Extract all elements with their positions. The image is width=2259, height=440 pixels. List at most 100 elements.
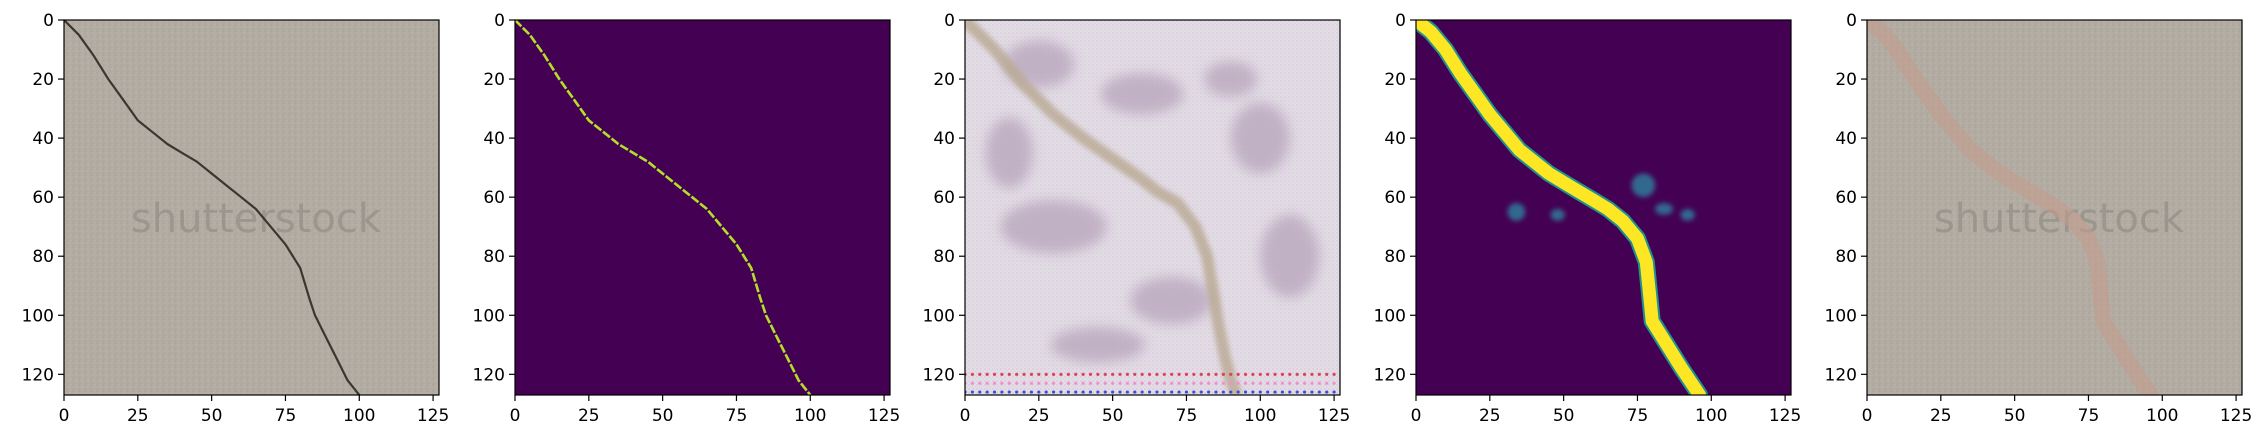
artifact-dot (1000, 372, 1004, 376)
artifact-dot (985, 390, 989, 394)
artifact-dot (1147, 390, 1152, 394)
artifact-dot (1118, 372, 1122, 376)
artifact-dot (1192, 381, 1196, 385)
artifact-dot (1251, 390, 1255, 394)
artifact-dot (1162, 381, 1166, 385)
x-tick-label: 25 (578, 406, 600, 426)
artifact-dot (1288, 381, 1292, 385)
faint-spots (1507, 173, 1695, 221)
artifact-dot (1111, 372, 1115, 376)
generated-crack (965, 20, 1243, 395)
x-tick-label: 50 (1553, 406, 1575, 426)
artifact-dot (1295, 390, 1299, 394)
artifact-dot (1229, 381, 1233, 385)
artifact-dot (985, 372, 989, 376)
y-tick-label: 120 (22, 365, 54, 385)
y-tick-label: 100 (1374, 306, 1406, 326)
artifact-dot (970, 372, 974, 376)
image-area-predicted-mask (1416, 20, 1791, 395)
artifact-dot (1288, 372, 1292, 376)
y-tick-label: 60 (483, 188, 505, 208)
artifact-dot (1059, 381, 1063, 385)
y-tick-label: 80 (32, 247, 54, 267)
artifact-dot (1295, 381, 1299, 385)
artifact-dot (1000, 390, 1004, 394)
crack-overlay (1867, 20, 2159, 395)
artifact-dot (1140, 390, 1144, 394)
artifact-dot (978, 390, 982, 394)
artifact-dot (1022, 372, 1026, 376)
y-tick-label: 120 (1374, 365, 1406, 385)
x-tick-label: 0 (1411, 406, 1422, 426)
y-tick-label: 0 (43, 11, 54, 31)
artifact-dot (1221, 381, 1225, 385)
artifact-dot (1081, 390, 1085, 394)
artifact-dot (1207, 372, 1211, 376)
artifact-dot (1258, 372, 1262, 376)
artifact-dot (1051, 372, 1056, 376)
artifact-dot (1199, 381, 1203, 385)
panels-group: shutterstock 0 25 50 75 100 125 0 20 40 60 80 100 120… (22, 11, 2253, 426)
x-tick-label: 125 (1318, 406, 1350, 426)
artifact-dot (1170, 381, 1174, 385)
artifact-dot (1088, 390, 1093, 394)
concrete-tone (64, 20, 439, 395)
panel-ground-truth-mask: 0 25 50 75 100 125 0 20 40 60 80 100 120 (473, 11, 901, 426)
artifact-dot (1088, 372, 1093, 376)
y-tick-label: 100 (923, 306, 955, 326)
artifact-dot (1037, 381, 1041, 385)
artifact-dot (1066, 372, 1070, 376)
artifact-dot (1295, 372, 1299, 376)
artifact-dot (1147, 372, 1152, 376)
artifact-dot (1125, 381, 1130, 385)
faint-spot (1655, 203, 1673, 215)
artifact-dot (1051, 390, 1056, 394)
x-tick-label: 50 (1102, 406, 1124, 426)
artifact-dot (1059, 390, 1063, 394)
artifact-dot (1015, 372, 1019, 376)
artifact-dot (992, 381, 997, 385)
artifact-dot (1192, 390, 1196, 394)
y-tick-label: 40 (1384, 129, 1406, 149)
artifact-dot (1229, 390, 1233, 394)
y-tick-label: 80 (933, 247, 955, 267)
artifact-dot (1088, 381, 1093, 385)
panel-input-image: shutterstock 0 25 50 75 100 125 0 20 40 60 80 100 120 (22, 11, 450, 426)
image-area-overlay: shutterstock (1867, 20, 2242, 395)
y-tick-label: 80 (1384, 247, 1406, 267)
artifact-dot (992, 390, 997, 394)
faint-spot (1507, 203, 1526, 221)
artifact-dot (1170, 390, 1174, 394)
artifact-dot (1147, 381, 1152, 385)
artifact-dot (1332, 390, 1336, 394)
x-tick-label: 100 (1695, 406, 1727, 426)
y-tick-label: 80 (483, 247, 505, 267)
artifact-dot (1273, 381, 1277, 385)
artifact-dot (970, 381, 974, 385)
y-tick-label: 100 (1825, 306, 1857, 326)
x-tick-label: 125 (417, 406, 449, 426)
x-tick-label: 100 (1244, 406, 1276, 426)
artifact-dot (1214, 390, 1218, 394)
y-tick-label: 60 (32, 188, 54, 208)
artifact-dot (1325, 372, 1329, 376)
artifact-dot (1177, 381, 1181, 385)
y-tick-label: 40 (933, 129, 955, 149)
artifact-dot (992, 372, 997, 376)
x-tick-label: 50 (201, 406, 223, 426)
y-tick-label: 20 (1835, 70, 1857, 90)
crack-line (64, 20, 361, 395)
artifact-dot (1332, 372, 1336, 376)
panel-predicted-mask: 0 25 50 75 100 125 0 20 40 60 80 100 120 (1374, 11, 1802, 426)
x-tick-label: 25 (127, 406, 149, 426)
artifact-dot (1317, 390, 1321, 394)
x-tick-label: 125 (868, 406, 900, 426)
artifact-dot (1243, 390, 1248, 394)
y-tick-label: 40 (32, 129, 54, 149)
artifact-dot (1199, 372, 1203, 376)
x-tick-label: 25 (1028, 406, 1050, 426)
image-area-generated-image (965, 20, 1340, 395)
artifact-dot (1066, 390, 1070, 394)
faint-spot (1680, 208, 1695, 221)
x-tick-label: 100 (343, 406, 375, 426)
